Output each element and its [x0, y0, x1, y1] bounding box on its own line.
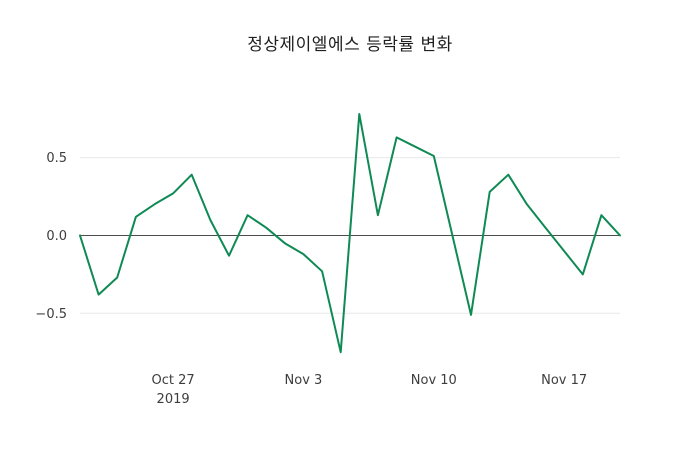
x-tick-label: Nov 3 — [285, 373, 323, 388]
y-tick-label: −0.5 — [35, 307, 67, 322]
x-tick-label: Oct 27 — [152, 373, 195, 388]
x-tick-label: Nov 10 — [411, 373, 457, 388]
y-tick-label: 0.5 — [46, 151, 67, 166]
x-tick-sublabel: 2019 — [157, 392, 190, 407]
series-line — [79, 113, 621, 354]
y-tick-label: 0.0 — [46, 229, 67, 244]
chart-title: 정상제이엘에스 등락률 변화 — [247, 35, 453, 55]
x-tick-label: Nov 17 — [541, 373, 587, 388]
